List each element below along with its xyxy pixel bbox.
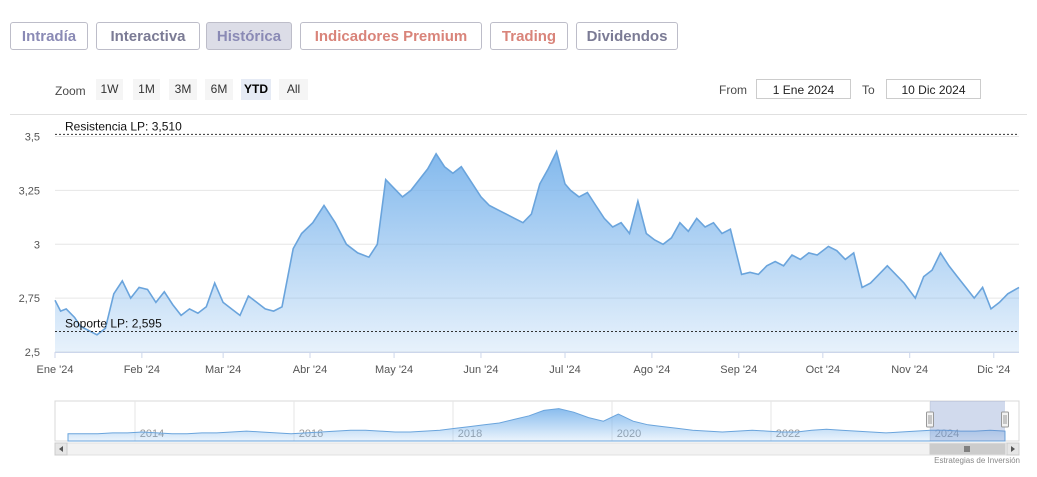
zoom-1w-button[interactable]: 1W [96,79,123,100]
x-axis: Ene '24 Feb '24 Mar '24 Abr '24 May '24 Jun '… [37,352,1019,376]
navigator-handle[interactable] [1001,411,1009,428]
zoom-all-button[interactable]: All [279,79,308,100]
x-tick-label: Ene '24 [37,364,74,376]
x-tick-label: Oct '24 [806,364,841,376]
y-tick-label: 2,5 [25,347,40,359]
price-area [55,151,1019,352]
x-tick-label: Nov '24 [891,364,928,376]
navigator-series [67,408,1006,442]
top-separator [10,114,1027,115]
navigator-selection[interactable] [930,401,1005,441]
y-tick-label: 3,25 [19,185,40,197]
chart-controls: Zoom 1W 1M 3M 6M YTD All From 1 Ene 2024 To 1… [0,78,1037,104]
zoom-6m-button[interactable]: 6M [205,79,233,100]
y-tick-label: 3 [34,239,40,251]
tab-trading[interactable]: Trading [490,22,568,50]
tab-histórica[interactable]: Histórica [206,22,292,50]
to-label: To [862,83,875,97]
x-tick-label: Ago '24 [633,364,670,376]
to-date-input[interactable]: 10 Dic 2024 [886,79,981,99]
x-tick-label: May '24 [375,364,413,376]
tab-dividendos[interactable]: Dividendos [576,22,678,50]
reference-lines: Resistencia LP: 3,510 Soporte LP: 2,595 [55,119,1019,333]
navigator-handle[interactable] [926,411,934,428]
scroll-left-arrow-icon [59,446,63,452]
scroll-right-arrow-icon [1011,446,1015,452]
y-tick-label: 2,75 [19,293,40,305]
from-date-input[interactable]: 1 Ene 2024 [756,79,851,99]
x-tick-label: Jun '24 [463,364,498,376]
tab-indicadores-premium[interactable]: Indicadores Premium [300,22,482,50]
zoom-1m-button[interactable]: 1M [133,79,160,100]
x-tick-label: Jul '24 [549,364,580,376]
x-tick-label: Dic '24 [977,364,1010,376]
reference-line-label: Resistencia LP: 3,510 [65,119,182,133]
tab-intradía[interactable]: Intradía [10,22,88,50]
zoom-3m-button[interactable]: 3M [169,79,197,100]
y-tick-label: 3,5 [25,132,40,144]
tab-interactiva[interactable]: Interactiva [96,22,200,50]
zoom-ytd-button[interactable]: YTD [241,79,271,100]
x-tick-label: Mar '24 [205,364,241,376]
x-tick-label: Abr '24 [293,364,328,376]
x-tick-label: Feb '24 [124,364,160,376]
price-series [54,149,1020,352]
zoom-label: Zoom [55,84,86,98]
scrollbar-track[interactable] [54,442,1020,456]
price-line [54,149,1020,336]
x-tick-label: Sep '24 [720,364,757,376]
navigator[interactable]: 201420162018202020222024 [54,400,1020,456]
from-label: From [719,83,747,97]
credit-text: Estrategias de Inversión [934,456,1020,465]
reference-line-label: Soporte LP: 2,595 [65,317,162,331]
y-axis: 2,5 2,75 3 3,25 3,5 [19,132,40,359]
